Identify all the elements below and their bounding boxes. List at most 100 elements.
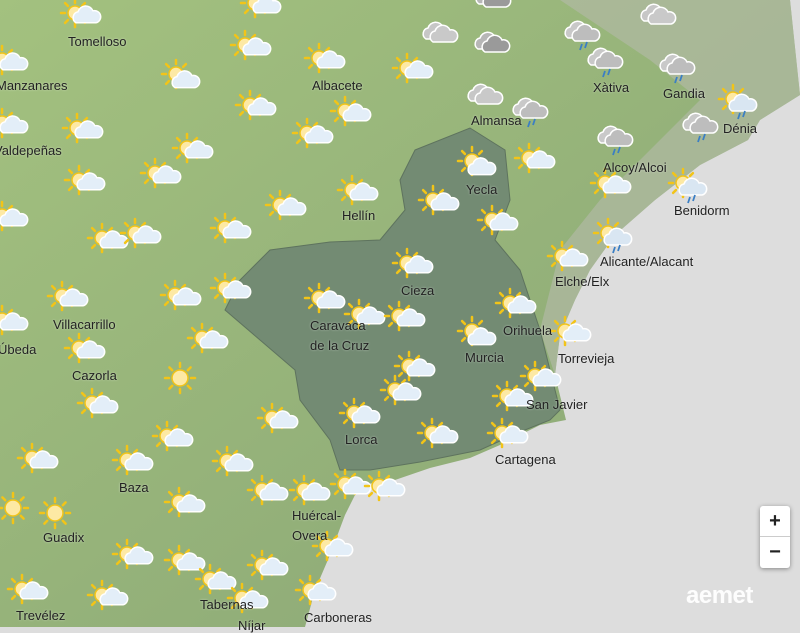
city-label: Villacarrillo <box>53 317 116 332</box>
sun-cloud-icon <box>194 563 237 595</box>
sun-cloud-icon <box>0 44 29 76</box>
city-label: San Javier <box>526 397 588 412</box>
sun-cloud-icon <box>549 315 592 347</box>
city-label: Cartagena <box>495 452 556 467</box>
city-label: Murcia <box>465 350 505 365</box>
sun-cloud-icon <box>546 240 589 272</box>
sun-cloud-icon <box>61 112 104 144</box>
sun-cloud-icon <box>519 360 562 392</box>
sun-cloud-icon <box>163 486 206 518</box>
city-label: Lorca <box>345 432 378 447</box>
city-label: Benidorm <box>674 203 730 218</box>
sun-cloud-icon <box>209 212 252 244</box>
city-label: Baza <box>119 480 149 495</box>
sun-cloud-icon <box>139 157 182 189</box>
sun-cloud-icon <box>383 300 426 332</box>
sun-cloud-icon <box>159 279 202 311</box>
city-label: Alicante/Alacant <box>600 254 694 269</box>
sun-cloud-icon <box>86 222 129 254</box>
sun-cloud-icon <box>294 574 337 606</box>
sun-cloud-icon <box>329 468 372 500</box>
sun-icon <box>0 491 30 525</box>
city-label: Gandia <box>663 86 705 101</box>
zoom-out-button[interactable]: − <box>760 536 790 567</box>
sun-cloud-icon <box>234 89 277 121</box>
sun-cloud-icon <box>0 304 29 336</box>
cloud-sun-icon <box>160 58 201 90</box>
sun-cloud-icon <box>171 132 214 164</box>
sun-rain-icon <box>592 217 633 254</box>
city-label: Guadix <box>43 530 85 545</box>
city-label: Xàtiva <box>593 80 630 95</box>
sun-cloud-icon <box>111 538 154 570</box>
cloud-rain-icon <box>597 125 634 156</box>
city-label: Yecla <box>466 182 498 197</box>
sun-cloud-icon <box>416 417 459 449</box>
dark-cloud-icon <box>475 0 512 8</box>
sun-cloud-icon <box>186 322 229 354</box>
city-label: Orihuela <box>503 323 553 338</box>
city-label: Albacete <box>312 78 363 93</box>
sun-cloud-icon <box>491 380 534 412</box>
city-label: Huércal- <box>292 508 342 523</box>
sun-cloud-icon <box>336 174 379 206</box>
city-label: Cieza <box>401 283 435 298</box>
sun-cloud-icon <box>63 332 106 364</box>
sun-cloud-icon <box>329 95 372 127</box>
sun-cloud-icon <box>417 184 460 216</box>
cloud-sun-icon <box>456 315 497 347</box>
sun-cloud-icon <box>119 217 162 249</box>
sun-cloud-icon <box>0 200 29 232</box>
dark-cloud-icon <box>474 31 511 53</box>
sun-cloud-icon <box>379 374 422 406</box>
zoom-in-button[interactable]: + <box>769 510 781 532</box>
city-label: Níjar <box>238 618 266 633</box>
city-label: Úbeda <box>0 342 37 357</box>
sun-cloud-icon <box>288 474 331 506</box>
city-label: Tabernas <box>200 597 254 612</box>
sun-cloud-icon <box>229 29 272 61</box>
cloud-rain-icon <box>512 97 549 128</box>
sun-cloud-icon <box>303 42 346 74</box>
sun-cloud-icon <box>246 549 289 581</box>
sun-cloud-icon <box>163 544 206 576</box>
sun-cloud-icon <box>16 442 59 474</box>
cloud-icon <box>640 3 677 25</box>
sun-cloud-icon <box>391 247 434 279</box>
cloud-icon <box>467 83 504 105</box>
sun-cloud-icon <box>338 397 381 429</box>
region-murcia <box>224 127 561 471</box>
sun-rain-icon <box>717 83 758 120</box>
sun-cloud-icon <box>6 573 49 605</box>
sun-cloud-icon <box>86 579 129 611</box>
city-label: Hellín <box>342 208 376 223</box>
city-label: Almansa <box>471 113 522 128</box>
sun-cloud-icon <box>256 402 299 434</box>
city-label: Caravaca <box>310 318 366 333</box>
sun-rain-icon <box>667 167 708 204</box>
city-label: Cazorla <box>72 368 117 383</box>
sun-cloud-icon <box>46 280 89 312</box>
city-label: de la Cruz <box>310 338 370 353</box>
sun-cloud-icon <box>264 189 307 221</box>
city-label: Tomelloso <box>68 34 127 49</box>
sun-cloud-icon <box>151 420 194 452</box>
cloud-rain-icon <box>682 112 719 143</box>
city-label: Trevélez <box>16 608 66 623</box>
forecast-icons <box>0 0 758 614</box>
sun-cloud-icon <box>494 287 537 319</box>
sun-icon <box>163 361 197 395</box>
cloud-sun-icon <box>456 145 497 177</box>
zoom-control: + − <box>760 506 790 568</box>
city-label: Dénia <box>723 121 757 136</box>
sun-cloud-icon <box>513 142 556 174</box>
city-label: Alcoy/Alcoi <box>603 160 667 175</box>
sun-cloud-icon <box>311 530 354 562</box>
sun-cloud-icon <box>211 445 254 477</box>
city-label: Torrevieja <box>558 351 615 366</box>
cloud-rain-icon <box>564 20 601 51</box>
sun-cloud-icon <box>393 350 436 382</box>
sun-cloud-icon <box>391 52 434 84</box>
city-label: Manzanares <box>0 78 68 93</box>
